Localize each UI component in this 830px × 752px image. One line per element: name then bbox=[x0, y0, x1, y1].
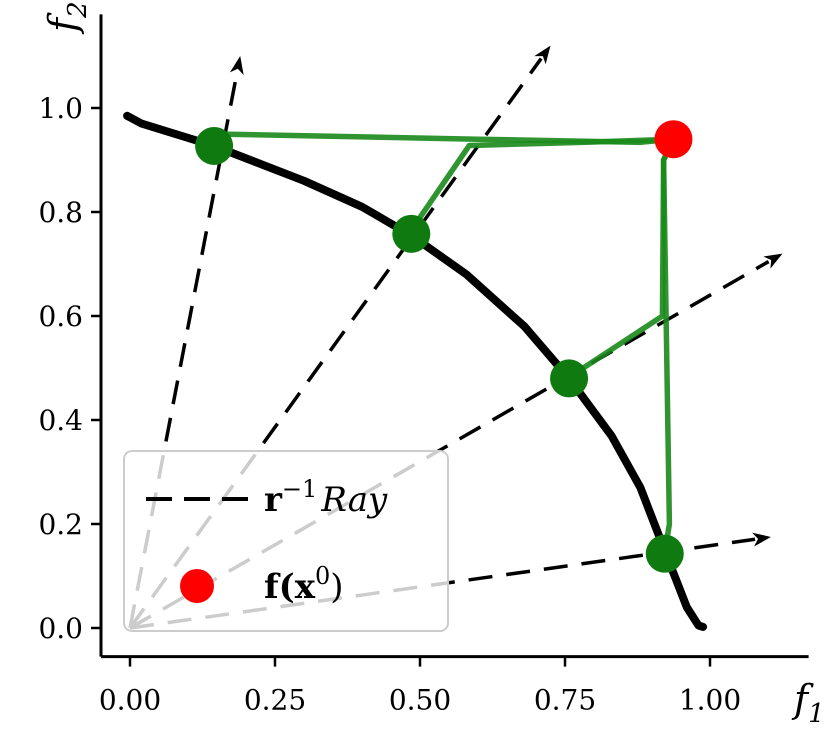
x-axis-label: f1 bbox=[791, 677, 825, 729]
pareto-front-layer bbox=[123, 111, 708, 631]
optimization-path-4 bbox=[660, 136, 677, 556]
y-tick-label: 1.0 bbox=[38, 92, 83, 125]
x-tick-label: 1.00 bbox=[679, 684, 741, 717]
legend: r−1 Ray f(x0) bbox=[123, 450, 449, 632]
axes-layer: 0.00 0.25 0.50 0.75 1.00 0.00.20.40.60.81.0 … bbox=[38, 1, 824, 729]
legend-start-fx: f(x bbox=[264, 567, 316, 607]
y-axis-label-subscript: 2 bbox=[63, 1, 93, 19]
pareto-solution-point-1 bbox=[195, 126, 234, 165]
legend-ray-suffix: Ray bbox=[320, 480, 388, 520]
legend-ray-label: r−1 Ray bbox=[264, 475, 388, 520]
legend-ray-superscript: −1 bbox=[282, 475, 317, 503]
x-tick-label: 0.00 bbox=[99, 684, 161, 717]
legend-start-superscript: 0 bbox=[315, 562, 330, 590]
ray-arrowhead-4 bbox=[752, 532, 771, 547]
start-point-marker bbox=[654, 120, 693, 159]
y-tick-label: 0.6 bbox=[38, 300, 83, 333]
pareto-solution-point-2 bbox=[392, 214, 431, 253]
pareto-solution-point-3 bbox=[550, 359, 589, 398]
x-axis-label-subscript: 1 bbox=[808, 699, 825, 729]
y-tick-label: 0.0 bbox=[38, 612, 83, 645]
pareto-solution-point-4 bbox=[645, 534, 684, 573]
x-tick-label: 0.50 bbox=[389, 684, 451, 717]
optimization-path-2 bbox=[408, 136, 677, 233]
y-axis-label: f2 bbox=[41, 1, 93, 35]
legend-start-marker bbox=[180, 569, 214, 603]
points-layer bbox=[195, 120, 693, 573]
legend-ray-r: r bbox=[264, 480, 283, 520]
x-tick-label: 0.25 bbox=[244, 684, 306, 717]
y-tick-label: 0.8 bbox=[38, 196, 83, 229]
x-ticks: 0.00 0.25 0.50 0.75 1.00 bbox=[99, 656, 741, 717]
legend-start-label: f(x0) bbox=[264, 562, 344, 607]
y-ticks: 0.0 0.2 0.4 0.6 0.8 1.0 bbox=[38, 92, 101, 645]
ray-arrowhead-2 bbox=[534, 45, 551, 65]
optimization-path-3 bbox=[566, 136, 677, 381]
x-tick-label: 0.75 bbox=[534, 684, 596, 717]
pareto-front-curve bbox=[123, 111, 708, 631]
ray-arrowhead-1 bbox=[229, 56, 244, 75]
y-tick-label: 0.2 bbox=[38, 508, 83, 541]
legend-start-suffix: ) bbox=[330, 567, 343, 607]
y-tick-label: 0.4 bbox=[38, 404, 83, 437]
ray-arrowhead-3 bbox=[763, 253, 783, 269]
